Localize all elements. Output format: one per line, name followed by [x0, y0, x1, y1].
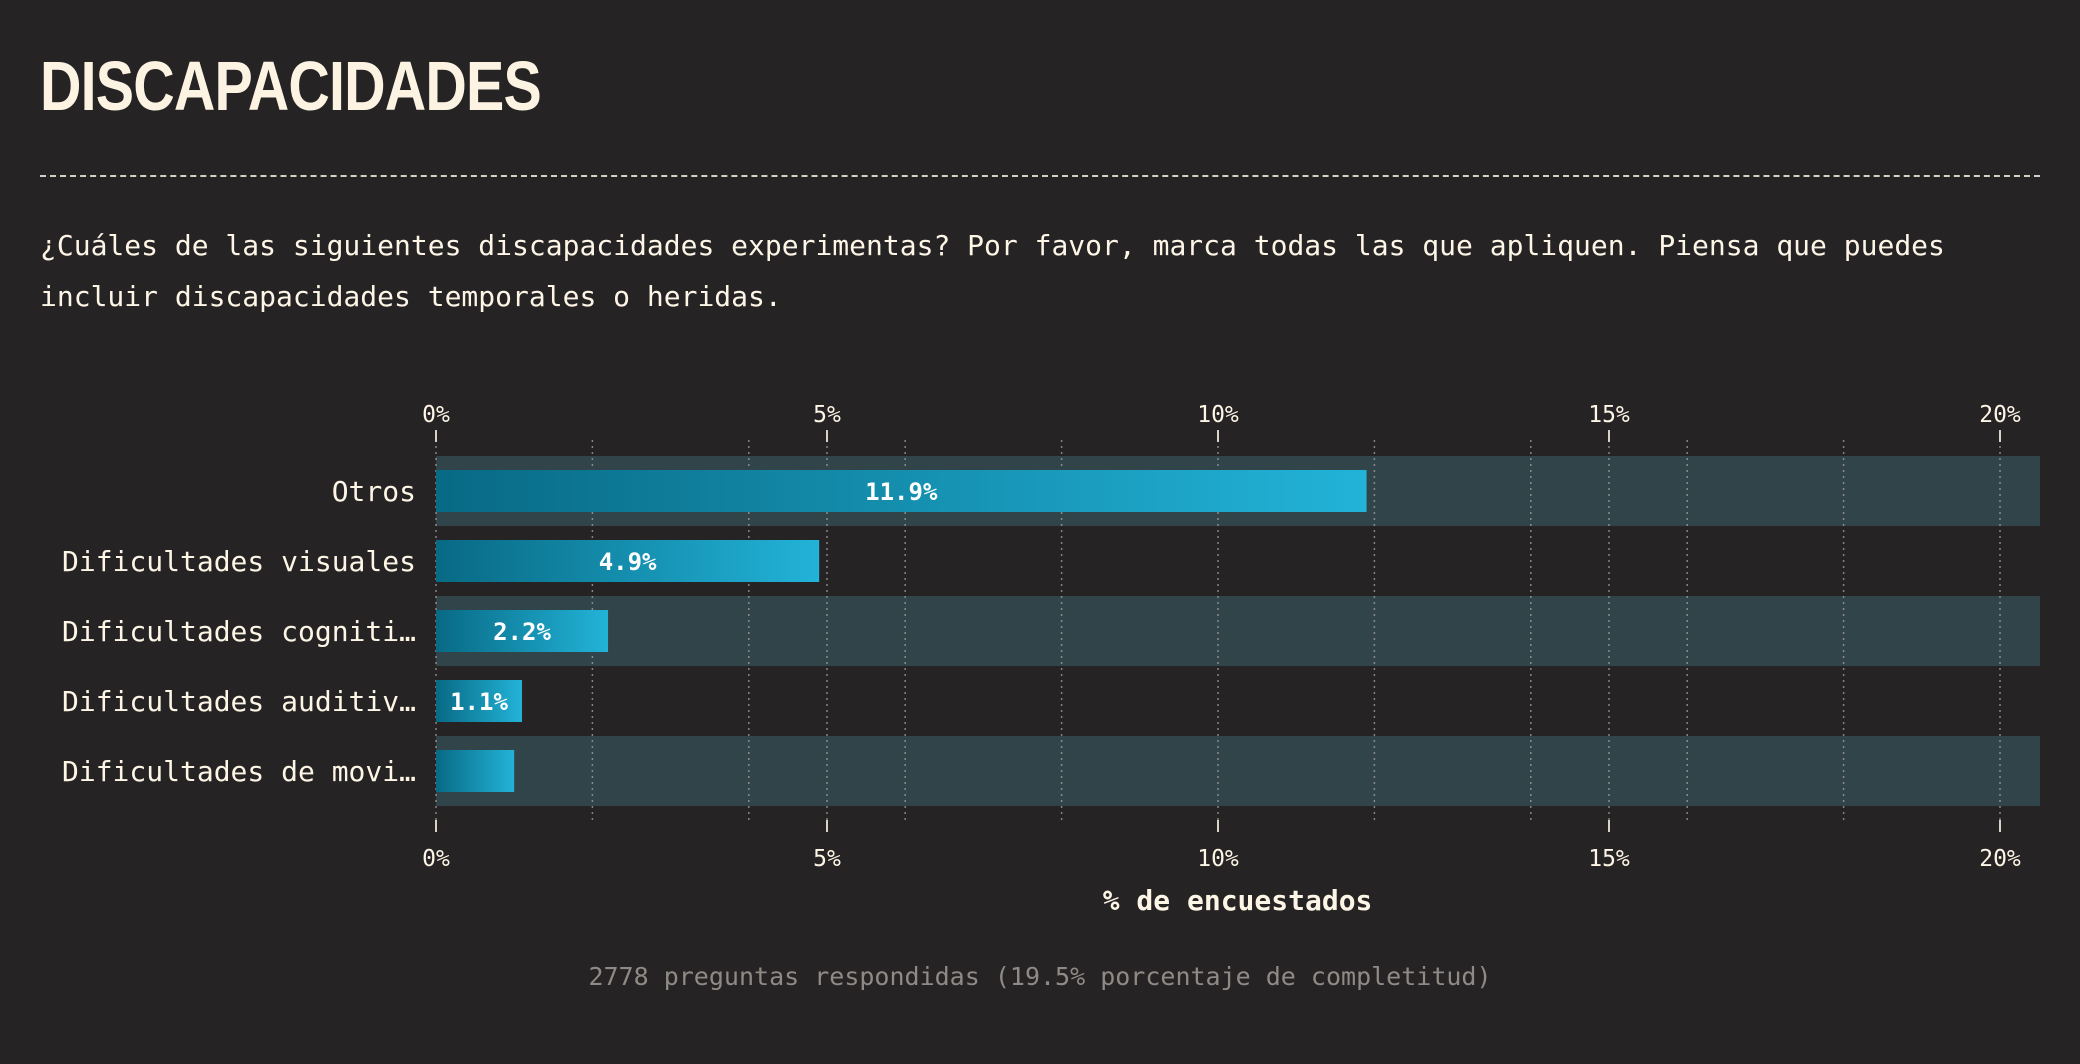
x-tick-label-bottom: 15%: [1588, 846, 1630, 872]
row-band: [436, 596, 2040, 666]
category-label: Dificultades cogniti…: [62, 615, 416, 648]
bar: [436, 680, 523, 722]
x-tick-label-top: 10%: [1197, 402, 1239, 428]
data-label: 11.9%: [865, 478, 938, 506]
title-divider: [40, 175, 2040, 177]
x-tick-label-top: 15%: [1588, 402, 1630, 428]
category-label: Otros: [332, 475, 416, 508]
bar: [436, 540, 820, 582]
bar: [436, 470, 1367, 512]
row-band: [436, 736, 2040, 806]
x-tick-label-top: 20%: [1979, 402, 2021, 428]
x-tick-label-top: 0%: [422, 402, 450, 428]
x-tick-label-bottom: 5%: [813, 846, 841, 872]
bar: [436, 610, 609, 652]
responses-note: 2778 preguntas respondidas (19.5% porcen…: [588, 962, 1492, 991]
x-tick-label-bottom: 0%: [422, 846, 450, 872]
x-axis-title: % de encuestados: [1103, 884, 1373, 917]
survey-question: ¿Cuáles de las siguientes discapacidades…: [40, 229, 1945, 313]
category-label: Dificultades auditiv…: [62, 685, 416, 718]
x-tick-label-top: 5%: [813, 402, 841, 428]
bar-chart: 0% 0% 5% 5% 10% 10% 15% 15% 20% 20% Otros 11.9% Difi…: [62, 402, 2040, 917]
category-label: Dificultades visuales: [62, 545, 416, 578]
x-tick-label-bottom: 10%: [1197, 846, 1239, 872]
page-title: DISCAPACIDADES: [40, 47, 542, 125]
data-label: 2.2%: [493, 618, 551, 646]
category-label: Dificultades de movi…: [62, 755, 416, 788]
bar: [436, 750, 515, 792]
x-tick-label-bottom: 20%: [1979, 846, 2021, 872]
data-label: 4.9%: [599, 548, 657, 576]
data-label: 1.1%: [450, 688, 508, 716]
